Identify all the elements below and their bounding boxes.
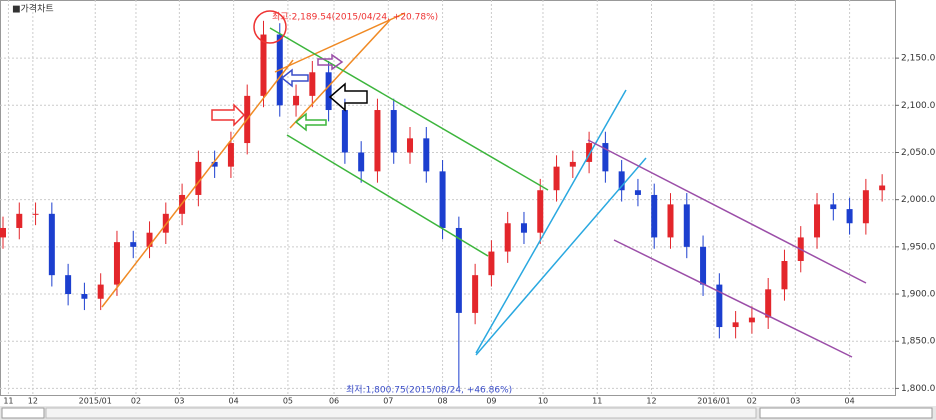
candle-body [569, 161, 576, 167]
candle-body [488, 251, 495, 276]
y-tick-label: 2,000.00 [901, 195, 936, 205]
candle-body [48, 213, 55, 276]
candle-body [423, 138, 430, 172]
candle-body [520, 223, 527, 233]
candle-body [113, 242, 120, 285]
chart-title: ■가격차트 [12, 3, 54, 15]
tool-buttons[interactable] [759, 407, 933, 419]
x-tick-label: 04 [844, 397, 854, 406]
candle-body [765, 289, 772, 318]
x-tick-label: 12 [646, 397, 656, 406]
candle-body [81, 294, 88, 299]
candle-body [846, 209, 853, 224]
grid: 1,800.00 1,850.00 1,900.00 1,950.00 2,000.00… [0, 0, 936, 406]
low-annotation: 최저:1,800.75(2015/08/24, +46.86%) [346, 385, 512, 396]
candle-body [862, 190, 869, 224]
candle-body [781, 261, 788, 290]
candle-body [683, 204, 690, 247]
y-tick-label: 1,900.00 [901, 290, 936, 300]
candle-body [0, 227, 6, 238]
x-tick-label: 05 [283, 397, 293, 406]
candle-body [455, 227, 462, 313]
candle-body [211, 161, 218, 167]
y-tick-label: 2,150.00 [901, 54, 936, 64]
candle-body [293, 95, 300, 106]
candle-body [130, 242, 137, 247]
candle-body [65, 275, 72, 295]
candle-body [472, 275, 479, 313]
candle-body [667, 204, 674, 238]
candle-body [814, 204, 821, 238]
x-tick-label: 03 [174, 397, 184, 406]
x-tick-label: 2015/01 [79, 397, 112, 406]
candle-body [374, 110, 381, 172]
period-buttons[interactable] [1, 407, 45, 419]
candle-body [146, 232, 153, 247]
plot-frame [0, 0, 896, 396]
y-tick-label: 1,850.00 [901, 337, 936, 347]
candle-body [634, 190, 641, 195]
candle-body [618, 171, 625, 191]
y-tick-label: 1,950.00 [901, 242, 936, 252]
candle-body [162, 213, 169, 233]
x-tick-label: 02 [131, 397, 141, 406]
y-tick-label: 1,800.00 [901, 384, 936, 394]
x-tick-label: 11 [592, 397, 602, 406]
x-tick-label: 06 [329, 397, 339, 406]
candle-body [700, 246, 707, 285]
candle-body [716, 284, 723, 328]
candle-body [390, 110, 397, 153]
x-tick-label: 2016/01 [697, 397, 730, 406]
candle-body [97, 284, 104, 299]
candle-body [504, 223, 511, 252]
x-tick-label: 03 [790, 397, 800, 406]
candle-body [407, 138, 414, 153]
candle-body [227, 143, 234, 167]
drawings [101, 10, 867, 358]
high-annotation: 최고:2,189.54(2015/04/24, +20.78%) [272, 12, 438, 23]
candle-body [195, 161, 202, 195]
candle-body [309, 72, 316, 96]
candle-body [325, 72, 332, 111]
scrollbar[interactable] [45, 407, 757, 419]
x-tick-label: 12 [28, 397, 38, 406]
x-tick-label: 04 [229, 397, 239, 406]
x-tick-label: 07 [383, 397, 393, 406]
candle-body [32, 213, 39, 215]
candle-body [16, 213, 23, 228]
candle-body [748, 317, 755, 323]
y-tick-label: 2,050.00 [901, 148, 936, 158]
candle-body [260, 34, 267, 96]
candle-body [879, 185, 886, 191]
candle-body [537, 190, 544, 233]
candle-body [358, 152, 365, 172]
candle-body [651, 194, 658, 238]
x-tick-label: 10 [538, 397, 548, 406]
candle-body [553, 166, 560, 191]
x-tick-label: 08 [437, 397, 447, 406]
candle-body [732, 322, 739, 328]
x-tick-label: 02 [747, 397, 757, 406]
candle-body [586, 143, 593, 162]
y-tick-label: 2,100.00 [901, 101, 936, 111]
candle-body [439, 171, 446, 228]
x-tick-label: 11 [3, 397, 13, 406]
candle-body [830, 204, 837, 210]
candle-body [602, 143, 609, 172]
x-tick-label: 09 [486, 397, 496, 406]
candle-body [341, 110, 348, 153]
